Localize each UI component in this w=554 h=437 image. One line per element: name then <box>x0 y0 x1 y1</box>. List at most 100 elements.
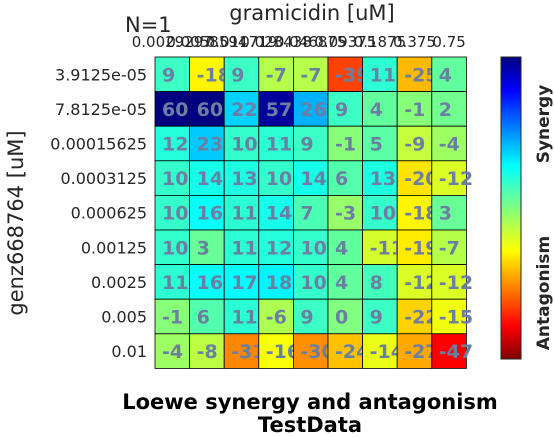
heatmap-cell <box>189 264 225 300</box>
cell-value-label: -31 <box>231 341 265 363</box>
y-tick-label: 3.9125e-05 <box>55 65 147 84</box>
heatmap-cell <box>223 56 260 92</box>
heatmap-cell <box>431 91 467 127</box>
heatmap-cell <box>154 125 190 162</box>
cell-value-label: 9 <box>162 64 175 86</box>
cell-value-label: 11 <box>162 272 188 294</box>
cell-value-label: 3 <box>439 203 452 225</box>
heatmap-cell <box>327 229 363 265</box>
heatmap-cell <box>154 194 190 231</box>
y-tick-label: 0.000625 <box>71 204 147 223</box>
cell-value-label: 11 <box>231 203 257 225</box>
cell-value-label: 16 <box>197 203 223 225</box>
heatmap-cell <box>431 298 467 335</box>
heatmap-cell <box>327 333 363 369</box>
cell-value-label: 8 <box>370 272 383 294</box>
cell-value-label: 9 <box>300 134 313 156</box>
heatmap-cell <box>189 91 225 127</box>
y-tick-label: 0.0025 <box>91 273 147 292</box>
x-tick-label: 0.046875 <box>275 33 347 51</box>
colorbar-label-synergy: Synergy <box>534 85 554 164</box>
cell-value-label: 11 <box>231 237 257 259</box>
heatmap-cell <box>292 264 329 300</box>
heatmap-cell <box>223 229 260 265</box>
cell-value-label: -47 <box>439 341 473 363</box>
heatmap-cell <box>223 333 260 369</box>
heatmap-cell <box>258 125 294 162</box>
cell-value-label: -12 <box>404 272 438 294</box>
y-axis-label: genz668764 [uM] <box>4 130 28 315</box>
heatmap-cell <box>362 194 398 231</box>
y-tick-label: 0.0003125 <box>60 169 147 188</box>
chart-title: Loewe synergy and antagonism <box>122 390 498 414</box>
x-tick-label: 0.09375 <box>314 33 376 51</box>
heatmap-cell <box>396 91 433 127</box>
heatmap-cell <box>258 229 294 265</box>
cell-value-label: -1 <box>162 307 183 329</box>
cell-value-label: 10 <box>162 237 188 259</box>
heatmap-cell <box>258 194 294 231</box>
heatmap-cell <box>431 160 467 196</box>
cell-value-label: -39 <box>335 64 369 86</box>
cell-value-label: -4 <box>439 134 460 156</box>
cell-value-label: 60 <box>162 99 188 121</box>
cell-value-label: 11 <box>231 307 257 329</box>
cell-value-label: 4 <box>335 272 348 294</box>
x-tick-label: 0.75 <box>432 33 465 51</box>
heatmap-cell <box>189 298 225 335</box>
heatmap-cell <box>292 91 329 127</box>
x-tick-label: 0.011719 <box>206 33 278 51</box>
cell-value-label: -8 <box>197 341 218 363</box>
heatmap-cell <box>154 91 190 127</box>
cell-value-label: 10 <box>300 272 326 294</box>
y-tick-label: 7.8125e-05 <box>55 100 147 119</box>
heatmap-cell <box>223 125 260 162</box>
cell-value-label: 6 <box>197 307 210 329</box>
heatmap-cell <box>431 56 467 92</box>
cell-value-label: -9 <box>404 134 425 156</box>
heatmap-cell <box>431 194 467 231</box>
heatmap-cells: 9 -18 9 -7 -7 -39 11 -25 460 60 22 57 26 9 4 -1 212 23 10 1… <box>154 56 473 369</box>
heatmap-cell <box>223 91 260 127</box>
heatmap-cell <box>189 125 225 162</box>
cell-value-label: -12 <box>439 272 473 294</box>
heatmap-cell <box>189 333 225 369</box>
heatmap-cell <box>154 333 190 369</box>
heatmap-cell <box>258 333 294 369</box>
cell-value-label: 6 <box>335 168 348 190</box>
cell-value-label: -4 <box>162 341 183 363</box>
heatmap-cell <box>327 264 363 300</box>
cell-value-label: 14 <box>300 168 326 190</box>
cell-value-label: 12 <box>266 237 292 259</box>
heatmap-cell <box>396 194 433 231</box>
cell-value-label: 10 <box>370 203 396 225</box>
cell-value-label: 23 <box>197 134 223 156</box>
cell-value-label: 22 <box>231 99 257 121</box>
x-tick-label: 0.0058594 <box>166 33 247 51</box>
heatmap-cell <box>292 333 329 369</box>
cell-value-label: 9 <box>300 307 313 329</box>
heatmap-cell <box>431 264 467 300</box>
cell-value-label: -11 <box>370 237 404 259</box>
cell-value-label: 18 <box>266 272 292 294</box>
x-tick-label: 0.1875 <box>354 33 407 51</box>
x-tick-label: 0.023438 <box>240 33 312 51</box>
heatmap-cell <box>362 125 398 162</box>
colorbar <box>500 56 522 360</box>
n-annotation: N=1 <box>125 13 172 37</box>
cell-value-label: 12 <box>162 134 188 156</box>
cell-value-label: 0 <box>335 307 348 329</box>
y-tick-labels: 3.9125e-05 7.8125e-05 0.00015625 0.0003125 0… <box>50 65 147 361</box>
cell-value-label: -18 <box>197 64 231 86</box>
cell-value-label: -19 <box>404 237 438 259</box>
heatmap-cell <box>189 56 225 92</box>
cell-value-label: 13 <box>231 168 257 190</box>
cell-value-label: 5 <box>370 134 383 156</box>
heatmap-cell <box>327 298 363 335</box>
cell-value-label: 9 <box>370 307 383 329</box>
heatmap-cell <box>362 229 398 265</box>
cell-value-label: -14 <box>370 341 404 363</box>
cell-value-label: -7 <box>266 64 287 86</box>
cell-value-label: 26 <box>300 99 326 121</box>
heatmap-cell <box>431 333 467 369</box>
